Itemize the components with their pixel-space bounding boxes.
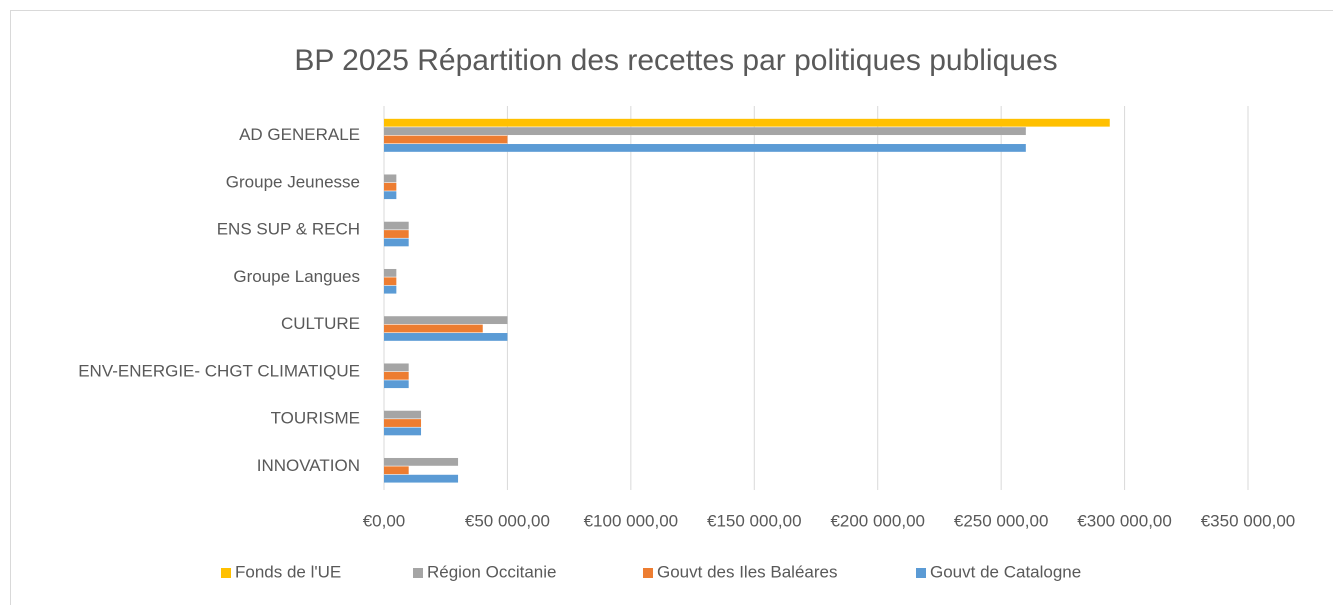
- bar: [384, 238, 409, 247]
- legend-swatch: [916, 568, 926, 578]
- legend-label: Fonds de l'UE: [235, 562, 341, 581]
- bar: [384, 457, 459, 466]
- y-tick-label: Groupe Langues: [233, 267, 360, 286]
- bar: [384, 363, 409, 372]
- y-tick-label: TOURISME: [271, 409, 360, 428]
- x-tick-label: €0,00: [363, 511, 406, 530]
- legend-label: Gouvt des Iles Baléares: [657, 562, 837, 581]
- bar: [384, 371, 409, 380]
- bar: [384, 268, 397, 277]
- bar: [384, 410, 422, 419]
- x-tick-label: €50 000,00: [465, 511, 550, 530]
- legend-label: Région Occitanie: [427, 562, 556, 581]
- chart-title: BP 2025 Répartition des recettes par pol…: [294, 44, 1057, 77]
- x-tick-label: €350 000,00: [1201, 511, 1296, 530]
- bar: [384, 316, 508, 325]
- bar: [384, 127, 1026, 136]
- legend-swatch: [643, 568, 653, 578]
- bar: [384, 324, 483, 333]
- bar: [384, 474, 459, 483]
- x-tick-label: €250 000,00: [954, 511, 1049, 530]
- bar: [384, 118, 1110, 127]
- bar: [384, 135, 508, 144]
- bar: [384, 285, 397, 294]
- bar: [384, 277, 397, 286]
- bar: [384, 333, 508, 341]
- x-tick-label: €100 000,00: [584, 511, 679, 530]
- bar: [384, 191, 397, 200]
- x-tick-label: €300 000,00: [1077, 511, 1172, 530]
- y-tick-label: Groupe Jeunesse: [226, 172, 360, 191]
- bar: [384, 182, 397, 191]
- y-tick-label: ENS SUP & RECH: [217, 220, 360, 239]
- y-tick-label: CULTURE: [281, 314, 360, 333]
- chart-frame: [10, 10, 1333, 605]
- y-tick-label: INNOVATION: [257, 456, 360, 475]
- bar: [384, 466, 409, 475]
- bar: [384, 427, 422, 436]
- legend-swatch: [413, 568, 423, 578]
- x-tick-label: €150 000,00: [707, 511, 802, 530]
- bar: [384, 144, 1026, 152]
- legend-swatch: [221, 568, 231, 578]
- x-tick-label: €200 000,00: [830, 511, 925, 530]
- bar: [384, 380, 409, 389]
- y-tick-label: AD GENERALE: [239, 125, 360, 144]
- bar: [384, 174, 397, 183]
- bar: [384, 221, 409, 230]
- legend-label: Gouvt de Catalogne: [930, 562, 1081, 581]
- y-tick-label: ENV-ENERGIE- CHGT CLIMATIQUE: [78, 361, 360, 380]
- bar: [384, 230, 409, 238]
- bar: [384, 419, 422, 427]
